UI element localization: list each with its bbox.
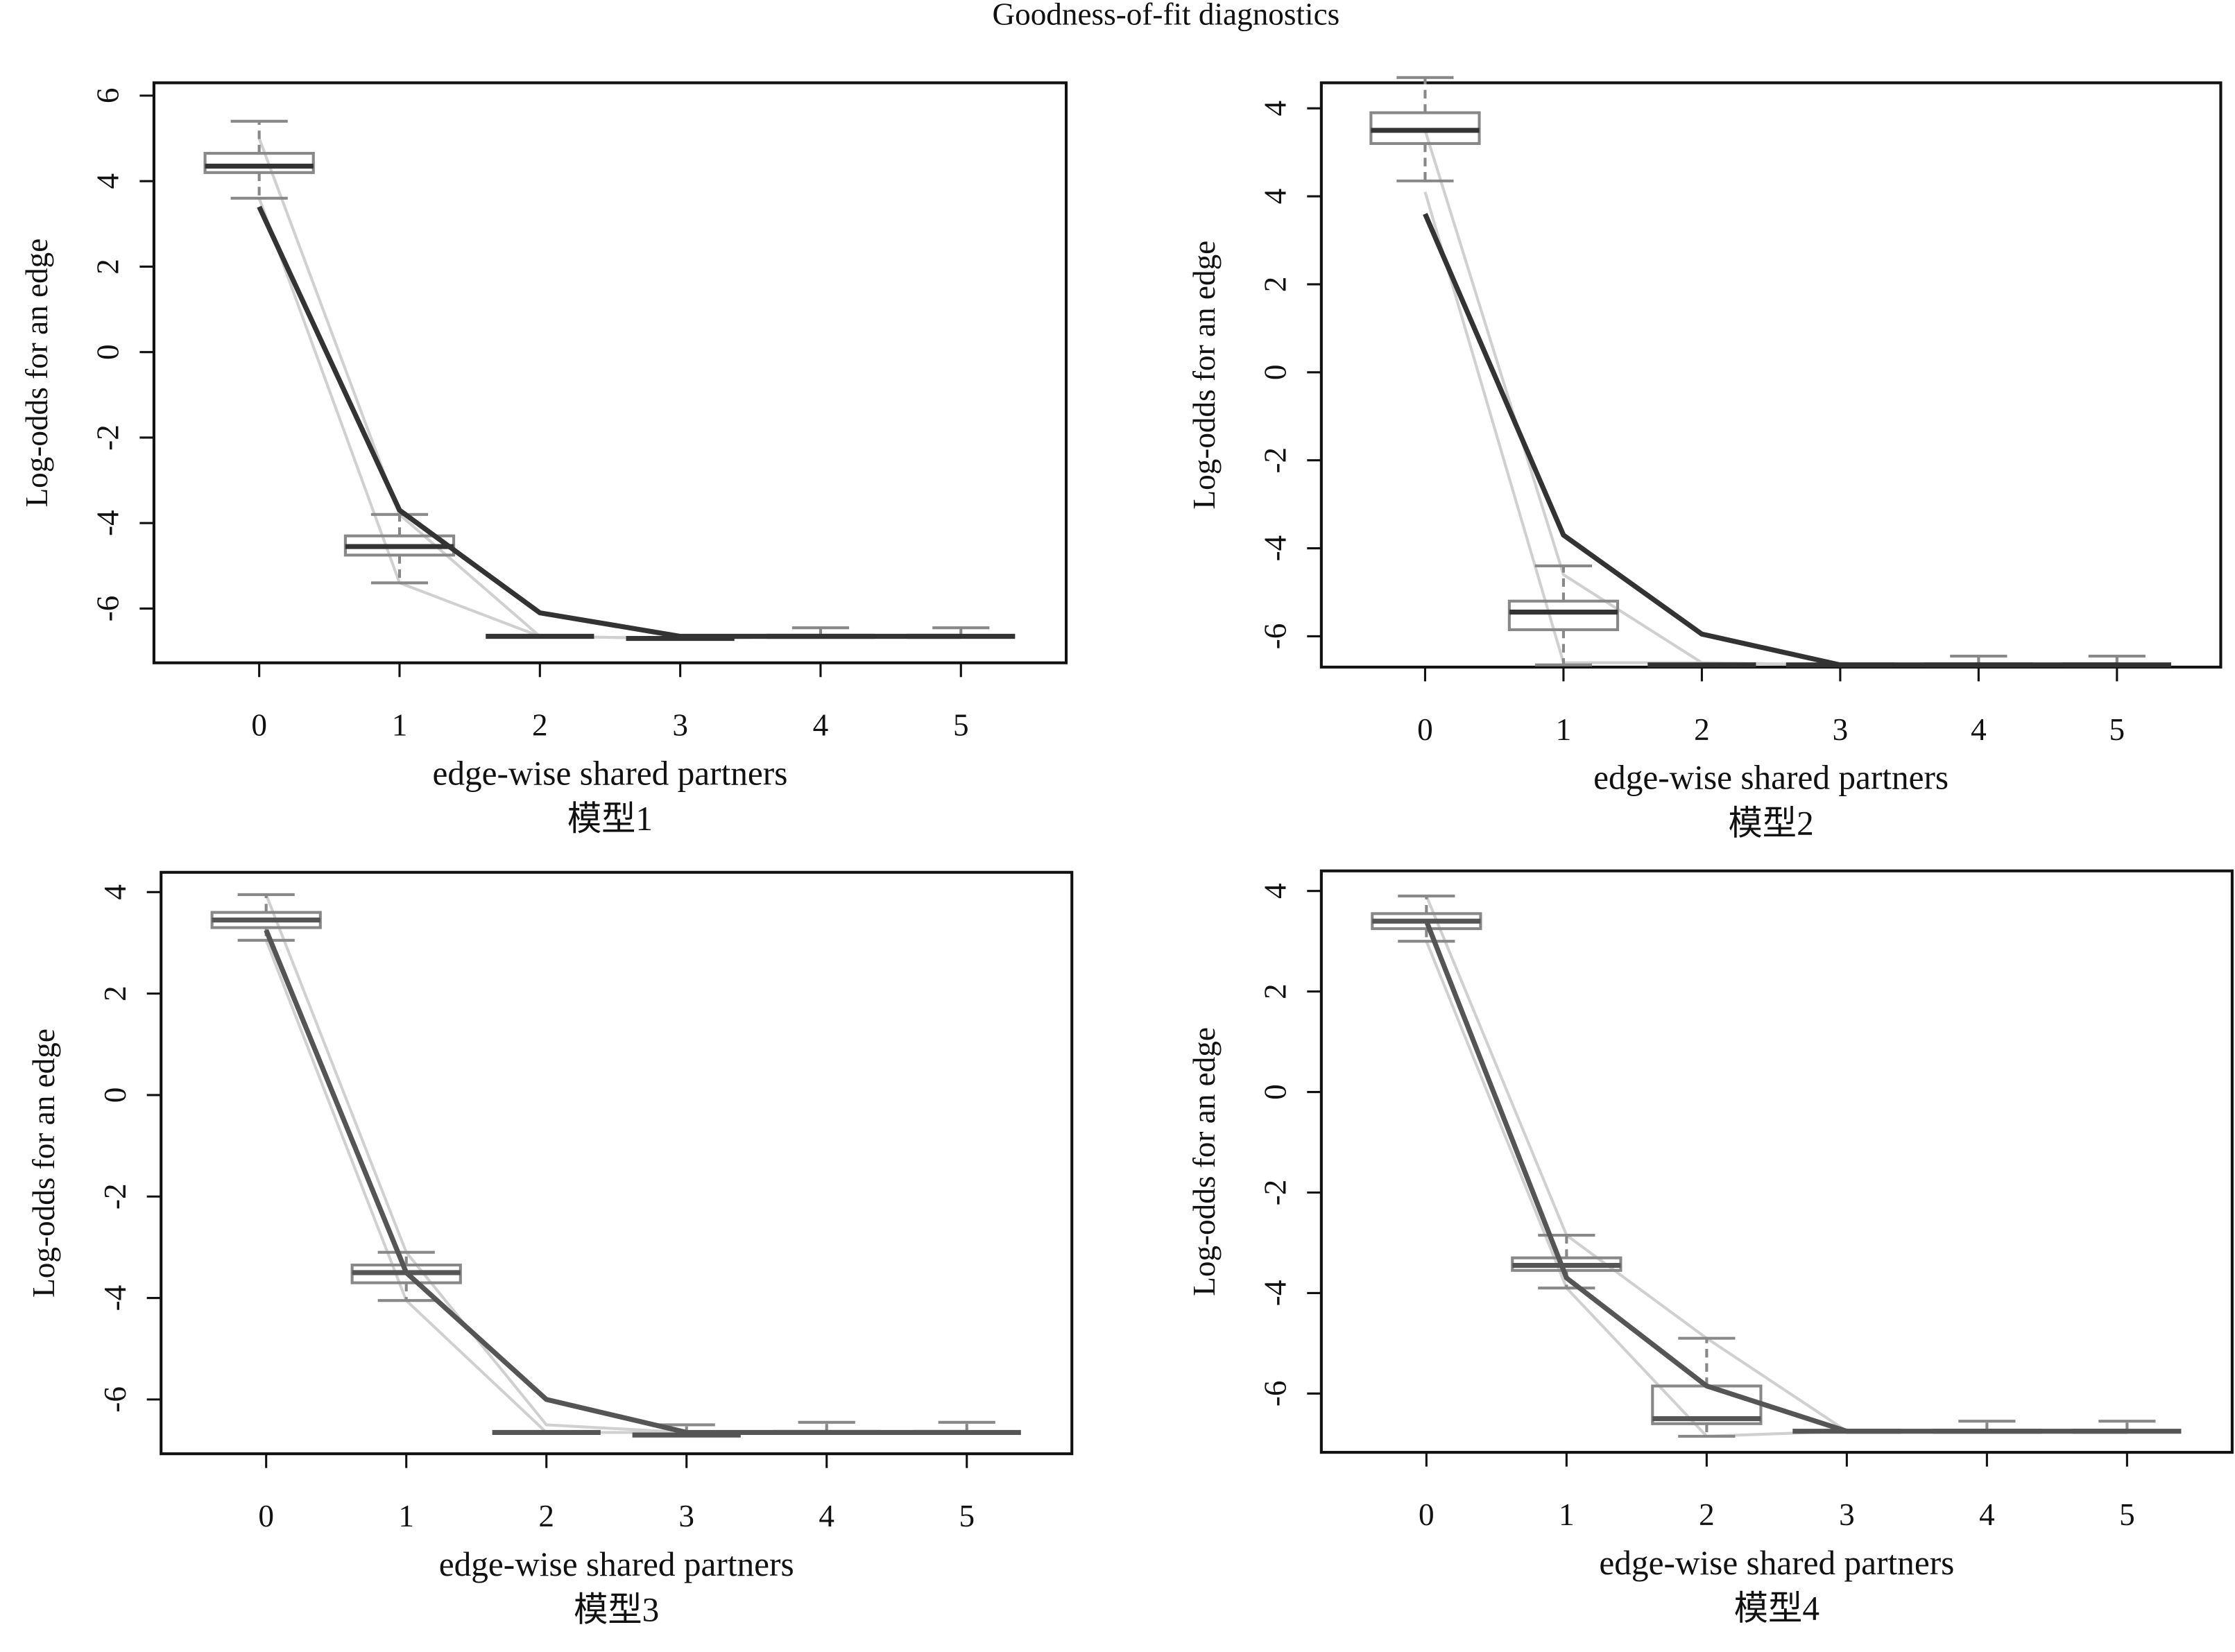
y-tick-label: -6 [1258, 1380, 1293, 1406]
panel-caption: 模型2 [1729, 804, 1814, 842]
y-tick-label: 2 [91, 259, 126, 275]
x-tick-label: 0 [251, 708, 267, 743]
panel-caption: 模型4 [1734, 1590, 1819, 1628]
x-tick-label: 0 [1419, 1497, 1435, 1532]
x-axis-label: edge-wise shared partners [1599, 1544, 1954, 1582]
y-tick-label: 4 [98, 884, 132, 900]
y-tick-label: 4 [1258, 883, 1293, 899]
x-tick-label: 2 [1699, 1497, 1715, 1532]
observed-line [257, 205, 961, 639]
y-tick-label: 4 [91, 173, 126, 189]
x-tick-label: 2 [1694, 712, 1710, 747]
x-tick-label: 4 [819, 1499, 834, 1533]
y-tick-label: -4 [91, 510, 126, 536]
y-axis-label: Log-odds for an edge [26, 1029, 61, 1298]
x-tick-label: 3 [1839, 1497, 1855, 1532]
y-tick-label: -2 [1258, 447, 1293, 474]
plot-frame [152, 81, 1068, 664]
x-tick-label: 4 [813, 708, 829, 743]
y-tick-label: -6 [91, 596, 126, 622]
y-tick-label: 2 [1258, 983, 1293, 999]
x-tick-label: 3 [1833, 712, 1849, 747]
x-axis-label: edge-wise shared partners [1593, 759, 1949, 797]
y-axis-label: Log-odds for an edge [19, 239, 54, 508]
sim-high-line [1423, 130, 2117, 666]
y-tick-label: 0 [98, 1087, 132, 1103]
plot-frame [1319, 869, 2234, 1454]
panel-caption: 模型3 [574, 1591, 659, 1629]
x-axis-label: edge-wise shared partners [439, 1545, 794, 1583]
y-tick-label: 0 [91, 344, 126, 360]
y-tick-label: -2 [98, 1183, 132, 1210]
x-tick-label: 3 [672, 708, 688, 743]
x-tick-label: 5 [2119, 1497, 2135, 1532]
x-tick-label: 3 [678, 1499, 694, 1533]
observed-line [264, 929, 967, 1436]
y-tick-label: -2 [91, 424, 126, 451]
box [1507, 599, 1620, 632]
x-tick-label: 4 [1971, 712, 1987, 747]
box [203, 152, 315, 174]
y-tick-label: 2 [98, 986, 132, 1001]
y-tick-label: 0 [1258, 365, 1293, 381]
x-axis-label: edge-wise shared partners [433, 754, 788, 792]
y-tick-label: -2 [1258, 1180, 1293, 1206]
x-tick-label: 1 [398, 1499, 414, 1533]
y-tick-label: -4 [1258, 1280, 1293, 1307]
y-tick-label: -6 [1258, 623, 1293, 650]
x-tick-label: 2 [538, 1499, 554, 1533]
sim-high-line [257, 137, 961, 640]
y-tick-label: 0 [1258, 1084, 1293, 1100]
sim-low-line [1423, 191, 2117, 666]
observed-line [1423, 213, 2117, 668]
plot-frame [160, 870, 1074, 1456]
y-tick-label: 4 [1258, 189, 1293, 205]
x-tick-label: 0 [1417, 712, 1433, 747]
x-tick-label: 5 [2109, 712, 2125, 747]
y-tick-label: -4 [98, 1285, 132, 1311]
figure-title: Goodness-of-fit diagnostics [992, 0, 1339, 31]
y-tick-label: 4 [1258, 101, 1293, 117]
y-tick-label: 6 [91, 88, 126, 104]
sim-high-line [1425, 895, 2127, 1433]
x-tick-label: 2 [532, 708, 548, 743]
y-axis-label: Log-odds for an edge [1187, 241, 1222, 510]
y-tick-label: -4 [1258, 535, 1293, 562]
x-tick-label: 1 [1559, 1497, 1575, 1532]
x-tick-label: 5 [959, 1499, 975, 1533]
y-axis-label: Log-odds for an edge [1187, 1027, 1222, 1296]
sim-high-line [264, 894, 967, 1434]
plot-frame [1319, 81, 2223, 669]
x-tick-label: 4 [1979, 1497, 1995, 1532]
x-tick-label: 1 [392, 708, 408, 743]
x-tick-label: 1 [1556, 712, 1572, 747]
y-tick-label: -6 [98, 1386, 132, 1413]
panel-caption: 模型1 [567, 800, 653, 838]
x-tick-label: 5 [953, 708, 969, 743]
x-tick-label: 0 [258, 1499, 274, 1533]
observed-line [1424, 920, 2127, 1434]
y-tick-label: 2 [1258, 277, 1293, 293]
